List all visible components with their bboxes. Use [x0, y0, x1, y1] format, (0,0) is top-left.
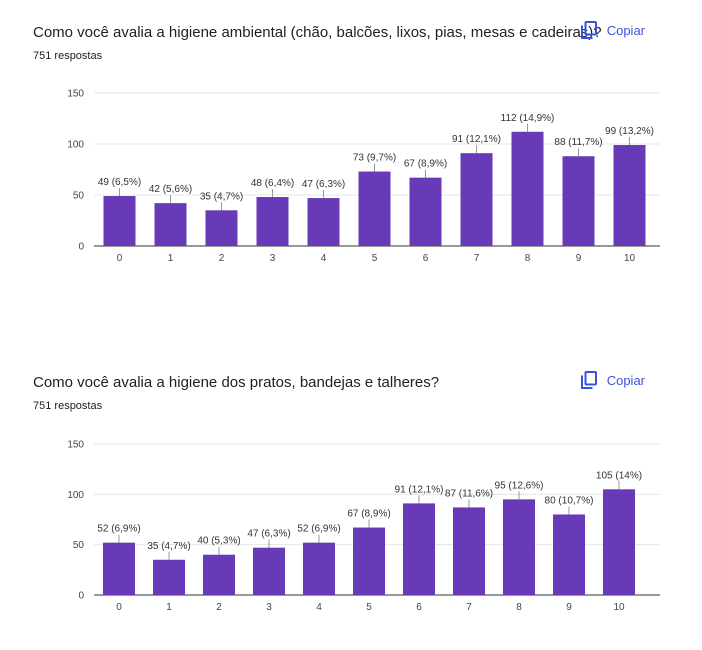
data-label: 40 (5,3%)	[197, 536, 240, 547]
data-label: 91 (12,1%)	[452, 134, 501, 145]
bar	[503, 499, 535, 595]
response-count: 751 respostas	[33, 400, 103, 412]
x-tick-label: 1	[168, 253, 174, 264]
x-tick-label: 9	[576, 253, 582, 264]
x-tick-label: 6	[416, 602, 422, 613]
x-tick-label: 5	[366, 602, 372, 613]
y-tick-label: 0	[78, 591, 84, 602]
bar	[562, 156, 595, 246]
data-label: 49 (6,5%)	[98, 177, 141, 188]
x-tick-label: 3	[270, 253, 276, 264]
question-title: Como você avalia a higiene ambiental (ch…	[33, 24, 602, 41]
question-card-2: Como você avalia a higiene dos pratos, b…	[0, 350, 702, 650]
bar	[154, 203, 187, 246]
copy-icon	[580, 371, 597, 389]
data-label: 67 (8,9%)	[404, 159, 447, 170]
bar	[460, 153, 493, 246]
bar	[253, 547, 285, 595]
copy-chart-button[interactable]: Copiar	[580, 371, 645, 389]
y-tick-label: 150	[67, 440, 84, 451]
data-label: 47 (6,3%)	[247, 529, 290, 540]
data-label: 112 (14,9%)	[501, 113, 555, 124]
bar	[453, 507, 485, 595]
y-tick-label: 0	[78, 242, 84, 253]
x-tick-label: 5	[372, 253, 378, 264]
x-tick-label: 10	[624, 253, 636, 264]
data-label: 52 (6,9%)	[97, 524, 140, 535]
data-label: 88 (11,7%)	[554, 137, 602, 148]
x-tick-label: 6	[423, 253, 429, 264]
bar	[353, 527, 385, 595]
bar-chart-1: 0 50 100 150 0 49 (6,5%) 1 42 (5,6%) 2 35 (4,7%) 3…	[67, 89, 660, 264]
data-label: 67 (8,9%)	[347, 509, 390, 520]
x-tick-label: 2	[216, 602, 222, 613]
x-tick-label: 4	[316, 602, 322, 613]
x-tick-label: 8	[525, 253, 531, 264]
bar	[511, 131, 544, 246]
bar	[303, 542, 335, 595]
bar	[409, 177, 442, 246]
bar	[203, 554, 235, 595]
x-tick-label: 4	[321, 253, 327, 264]
copy-label: Copiar	[606, 372, 645, 388]
bar	[358, 171, 391, 246]
x-tick-label: 0	[116, 602, 122, 613]
copy-icon	[580, 21, 597, 39]
x-tick-label: 3	[266, 602, 272, 613]
data-label: 87 (11,6%)	[445, 488, 493, 499]
x-tick-label: 0	[117, 253, 123, 264]
bar	[103, 196, 136, 246]
data-label: 47 (6,3%)	[302, 179, 345, 190]
x-tick-label: 7	[466, 602, 472, 613]
bar	[603, 489, 635, 595]
data-label: 35 (4,7%)	[200, 191, 243, 202]
data-label: 73 (9,7%)	[353, 153, 396, 164]
x-tick-label: 10	[613, 602, 625, 613]
x-tick-label: 7	[474, 253, 480, 264]
question-title: Como você avalia a higiene dos pratos, b…	[33, 374, 440, 391]
copy-label: Copiar	[606, 22, 645, 38]
bar	[307, 198, 340, 246]
x-tick-label: 1	[166, 602, 172, 613]
data-label: 35 (4,7%)	[147, 541, 190, 552]
data-label: 42 (5,6%)	[149, 184, 192, 195]
y-tick-label: 150	[67, 89, 84, 100]
bar	[103, 542, 135, 595]
bar	[256, 197, 289, 246]
data-label: 95 (12,6%)	[495, 480, 544, 491]
y-tick-label: 100	[67, 140, 84, 151]
bar	[403, 503, 435, 595]
question-card-1: Como você avalia a higiene ambiental (ch…	[0, 0, 702, 300]
data-label: 105 (14%)	[596, 470, 642, 481]
y-tick-label: 100	[67, 490, 84, 501]
bar	[205, 210, 238, 246]
data-label: 99 (13,2%)	[605, 126, 654, 137]
data-label: 80 (10,7%)	[545, 495, 594, 506]
bar	[153, 559, 185, 595]
bar	[613, 145, 646, 246]
x-tick-label: 9	[566, 602, 572, 613]
y-tick-label: 50	[73, 540, 85, 551]
response-count: 751 respostas	[33, 50, 103, 62]
bar	[553, 514, 585, 595]
data-label: 52 (6,9%)	[297, 524, 340, 535]
bar-chart-2: 0 50 100 150 0 52 (6,9%) 1 35 (4,7%) 2 40 (5,3%) 3…	[67, 440, 660, 613]
y-tick-label: 50	[73, 191, 85, 202]
data-label: 91 (12,1%)	[395, 484, 444, 495]
copy-chart-button[interactable]: Copiar	[580, 21, 645, 39]
data-label: 48 (6,4%)	[251, 178, 294, 189]
x-tick-label: 8	[516, 602, 522, 613]
x-tick-label: 2	[219, 253, 225, 264]
